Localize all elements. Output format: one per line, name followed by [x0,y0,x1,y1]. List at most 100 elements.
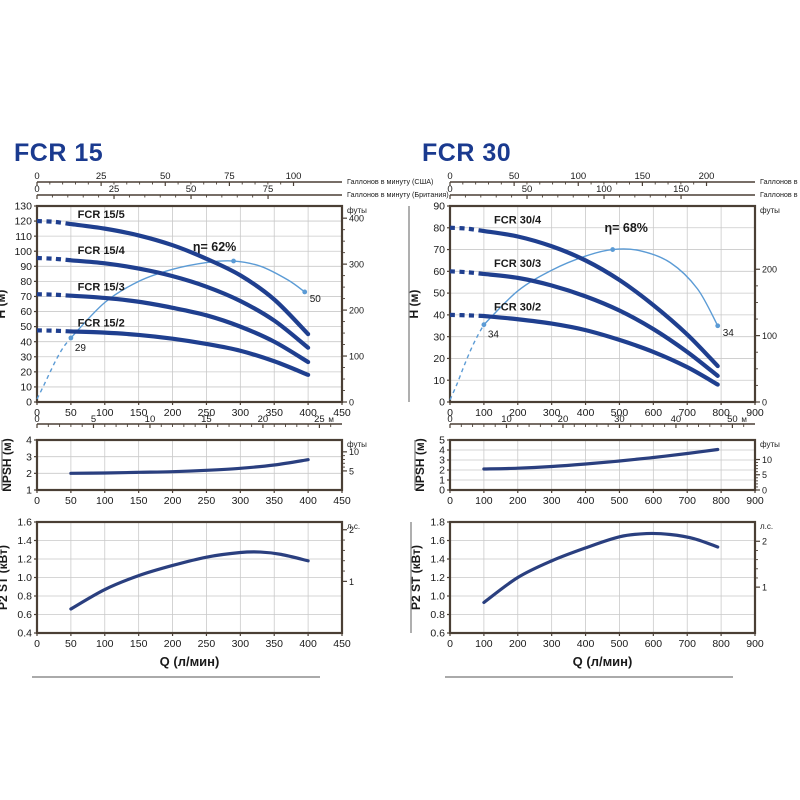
x-tick-label: 300 [543,638,561,650]
chart-fcr15-power: 0 50 100 150 200 250 300 350 400 450 0.4 0.6 0.8 1.0 1… [0,517,360,650]
y-tick-label: 90 [20,261,32,273]
x-tick-label: 600 [645,638,663,650]
y-tick-label: 0.6 [17,609,32,621]
y-tick-label: 90 [433,201,445,213]
secondary-axis-unit-label: футы [347,440,367,449]
x-tick-label: 300 [232,495,250,507]
y-tick-label: 1 [26,485,32,497]
top-axis-us-tick-label: 100 [570,171,586,182]
cubic-axis-tick-label: 20 [558,414,569,425]
secondary-y-tick-label: 2 [349,525,354,535]
head-axis-name: H (м) [0,290,8,319]
y-tick-label: 1.2 [17,554,32,566]
chart-fcr30-power: 0 100 200 300 400 500 600 700 800 900 0.6 0.8 1.0 1.2… [409,517,773,650]
x-tick-label: 0 [34,495,40,507]
cubic-axis-tick-label: 0 [447,414,452,425]
pump-curve-3 [68,293,311,365]
x-tick-label: 500 [611,638,629,650]
x-tick-label: 150 [130,407,148,419]
y-tick-label: 2 [439,465,445,477]
y-tick-label: 80 [20,276,32,288]
y-tick-label: 1 [439,475,445,487]
y-tick-label: 80 [433,222,445,234]
x-tick-label: 350 [265,407,283,419]
head-axis-name: H (м) [407,290,421,319]
x-tick-label: 50 [65,638,77,650]
x-tick-label: 600 [645,495,663,507]
flow-axis-label: Q (л/мин) [160,654,220,669]
secondary-axis-unit-label: футы [347,206,367,215]
y-tick-label: 1.6 [17,517,32,529]
secondary-y-tick-label: 0 [762,485,767,495]
top-axis-us-tick-label: 100 [286,171,302,182]
efficiency-label: η= 68% [605,221,648,235]
top-axis-us-tick-label: 50 [160,171,171,182]
x-tick-label: 400 [577,638,595,650]
x-tick-label: 800 [712,495,730,507]
chart-fcr15-npsh: 0 50 100 150 200 250 300 350 400 450 1 2 3 4 футы 5 10 NP… [0,435,367,507]
pump-curve-dashed-3 [449,312,484,319]
top-axis-uk-unit-label: Галлонов в минуту (Британия) [347,190,449,199]
x-tick-label: 450 [333,495,351,507]
x-tick-label: 0 [447,407,453,419]
y-tick-label: 1.0 [430,591,445,603]
secondary-y-tick-label: 1 [349,577,354,587]
efficiency-end-dot [715,323,721,329]
npsh-curve [482,447,720,471]
x-tick-label: 200 [509,495,527,507]
top-axis-uk-unit-label: Галлонов в минуту (Британия [760,190,800,199]
top-axis-uk-tick-label: 75 [263,184,274,195]
x-tick-label: 900 [746,495,764,507]
top-axis-us-tick-label: 200 [699,171,715,182]
cubic-axis-unit-label: м [328,415,334,424]
secondary-y-tick-label: 2 [762,537,767,547]
y-tick-label: 60 [20,306,32,318]
y-tick-label: 120 [14,216,32,228]
x-tick-label: 800 [712,407,730,419]
y-tick-label: 0.8 [430,609,445,621]
cubic-axis-tick-label: 10 [145,414,156,425]
x-tick-label: 200 [164,495,182,507]
x-tick-label: 100 [96,407,114,419]
x-tick-label: 450 [333,407,351,419]
top-axis-uk-tick-label: 100 [596,184,612,195]
plot-frame [448,438,757,492]
x-tick-label: 400 [299,407,317,419]
top-axis-us-tick-label: 75 [224,171,235,182]
secondary-y-tick-label: 1 [762,583,767,593]
top-axis-uk-tick-label: 150 [673,184,689,195]
y-tick-label: 1.2 [430,572,445,584]
y-tick-label: 2 [26,468,32,480]
y-tick-label: 70 [433,244,445,256]
x-tick-label: 400 [299,638,317,650]
y-tick-label: 30 [433,331,445,343]
npsh-curve [69,458,310,475]
x-tick-label: 500 [611,407,629,419]
y-tick-label: 1.4 [430,554,445,566]
x-tick-label: 300 [232,638,250,650]
cubic-axis-tick-label: 0 [34,414,39,425]
top-axis-us-unit-label: Галлонов в минуту (США) [347,177,433,186]
panel-title-fcr30: FCR 30 [422,139,512,167]
efficiency-start-label: 29 [75,343,87,354]
efficiency-start-label: 34 [488,330,500,341]
top-axis-uk-tick-label: 0 [447,184,452,195]
y-tick-label: 3 [26,451,32,463]
y-tick-label: 1.6 [430,535,445,547]
pump-curve-label-1: FCR 15/5 [78,209,125,221]
x-tick-label: 200 [164,638,182,650]
efficiency-peak-dot [231,258,236,264]
x-tick-label: 600 [645,407,663,419]
cubic-axis-tick-label: 30 [614,414,625,425]
cubic-axis-tick-label: 5 [91,414,96,425]
top-axis-uk-tick-label: 25 [109,184,120,195]
x-tick-label: 400 [577,495,595,507]
x-tick-label: 700 [678,495,696,507]
top-axis-uk-tick-label: 50 [186,184,197,195]
flow-axis-label: Q (л/мин) [573,654,633,669]
efficiency-curve-dashed [36,337,72,400]
cubic-axis-tick-label: 50 [727,414,738,425]
chart-fcr15-head: 0 25 50 75 100 Галлонов в минуту (США)0 25 50 75… [0,171,449,428]
